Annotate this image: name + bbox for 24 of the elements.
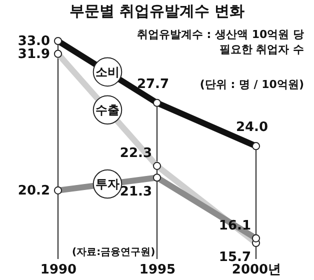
x-tick-label: 1990 <box>40 262 77 278</box>
point <box>54 36 62 46</box>
data-label: 20.2 <box>18 183 50 198</box>
text: (자료:금융연구원) <box>72 247 156 258</box>
point <box>252 142 260 150</box>
annotation: (단위 : 명 / 10억원) <box>200 78 304 91</box>
data-label: 33.0 <box>18 34 50 49</box>
x-tick-label: 1995 <box>139 262 176 278</box>
point <box>54 50 62 58</box>
data-label: 22.3 <box>120 146 152 161</box>
x-tick-label: 2000년 <box>232 262 282 278</box>
chart-title: 부문별 취업유발계수 변화 <box>69 2 245 20</box>
point <box>152 98 162 107</box>
annotation: 취업유발계수 : 생산액 10억원 당 필요한 취업자 수 <box>136 28 304 56</box>
data-label: 31.9 <box>18 46 50 62</box>
series-label: 투자 <box>96 177 120 192</box>
data-label: 16.1 <box>218 218 251 234</box>
series-label: 수출 <box>96 102 120 117</box>
data-label: 15.7 <box>218 250 251 265</box>
series-label: 소비 <box>96 64 120 79</box>
data-label: 24.0 <box>236 120 268 136</box>
data-label: 27.7 <box>136 76 170 92</box>
data-label: 21.3 <box>120 184 152 200</box>
point <box>152 162 162 170</box>
